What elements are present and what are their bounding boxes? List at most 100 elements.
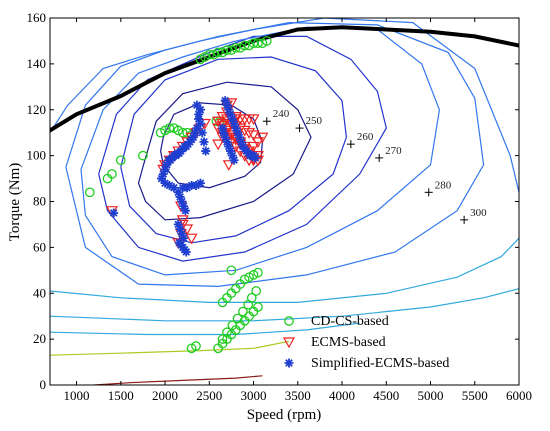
legend-marker-circle (284, 316, 294, 326)
triangle-point (181, 224, 194, 236)
star-point (160, 178, 170, 188)
circle-point (227, 320, 238, 331)
legend-label: CD-CS-based (311, 314, 389, 329)
triangle-point (247, 141, 260, 153)
circle-point (191, 341, 201, 351)
contour-c320 (50, 18, 519, 193)
contour-c360 (50, 288, 519, 322)
contour-label: 240 (273, 108, 290, 120)
star-point (233, 128, 243, 138)
contour-label: 270 (385, 145, 402, 157)
legend-marker-star (284, 358, 294, 368)
star-point (179, 201, 189, 211)
contour-c280 (80, 26, 441, 276)
triangle-point (251, 137, 264, 149)
circle-point (253, 38, 263, 49)
x-tick-label: 4500 (373, 388, 399, 403)
y-tick-label: 20 (33, 331, 46, 346)
x-tick-label: 5000 (418, 388, 444, 403)
x-axis-ticks: 1000 1500 2000 2500 3000 3500 4000 4500 5000 5500… (64, 18, 532, 403)
star-point (160, 164, 170, 174)
star-point (220, 132, 230, 142)
x-tick-label: 3000 (241, 388, 267, 403)
circle-point (230, 42, 241, 53)
star-point (227, 151, 237, 161)
circle-point (253, 267, 263, 278)
star-point (182, 183, 192, 193)
contour-c260 (120, 56, 348, 244)
star-point (220, 96, 230, 106)
star-point (201, 146, 211, 156)
circle-point (217, 334, 228, 344)
legend-label: ECMS-based (311, 335, 386, 350)
x-tick-label: 3500 (285, 388, 311, 403)
circle-point (251, 286, 262, 296)
legend: CD-CS-based ECMS-based Simplified-ECMS-bas… (282, 314, 449, 371)
star-point (179, 233, 189, 243)
triangle-point (243, 128, 256, 139)
y-tick-label: 0 (40, 377, 47, 392)
circle-point (239, 40, 250, 51)
star-point (109, 208, 119, 218)
triangle-point (176, 215, 189, 227)
circle-point (204, 49, 215, 60)
star-point (180, 206, 190, 216)
star-point (188, 132, 198, 142)
max-torque-line (50, 25, 519, 133)
triangle-point (222, 160, 235, 172)
star-point (181, 247, 191, 257)
triangle-point (212, 139, 225, 151)
circle-point (222, 45, 232, 55)
star-point (194, 114, 204, 124)
plot-frame (49, 17, 520, 386)
triangle-point (256, 132, 269, 144)
star-point (226, 146, 236, 156)
y-tick-label: 160 (27, 10, 47, 25)
x-tick-label: 1000 (64, 388, 90, 403)
star-point (222, 137, 232, 147)
star-point (250, 153, 260, 163)
star-point (173, 219, 183, 229)
efficiency-contours (50, 18, 519, 385)
star-point (224, 141, 234, 151)
star-point (226, 109, 236, 119)
star-point (218, 123, 228, 133)
star-point (158, 169, 168, 179)
star-point (229, 155, 239, 165)
star-point (231, 123, 241, 133)
star-point (218, 128, 228, 138)
x-tick-label: 2000 (152, 388, 178, 403)
y-tick-label: 140 (27, 56, 47, 71)
circle-point (261, 36, 272, 46)
triangle-point (247, 114, 260, 126)
contour-label: 260 (357, 131, 374, 143)
star-point (169, 183, 179, 193)
circle-point (226, 265, 237, 276)
contour-label: 300 (470, 207, 487, 219)
star-point (234, 132, 244, 142)
circle-point (115, 155, 126, 166)
series-circle (84, 36, 272, 354)
star-point (175, 192, 185, 202)
triangle-point (247, 130, 260, 142)
star-point (194, 109, 204, 119)
x-tick-label: 1500 (108, 388, 134, 403)
star-point (224, 105, 234, 115)
star-point (192, 123, 202, 133)
star-point (175, 224, 185, 234)
max-torque-curve (50, 25, 519, 133)
star-point (190, 128, 200, 138)
x-tick-label: 4000 (329, 388, 355, 403)
contour-label: 280 (435, 179, 452, 191)
star-point (199, 137, 209, 147)
x-tick-label: 5500 (462, 388, 488, 403)
contour-c340 (50, 237, 519, 303)
star-point (236, 137, 246, 147)
legend-marker-triangle (282, 337, 296, 349)
y-tick-label: 80 (33, 194, 46, 209)
y-tick-label: 100 (27, 148, 47, 163)
circle-point (246, 292, 257, 303)
contour-c600 (94, 375, 263, 385)
series-triangle (105, 98, 269, 250)
